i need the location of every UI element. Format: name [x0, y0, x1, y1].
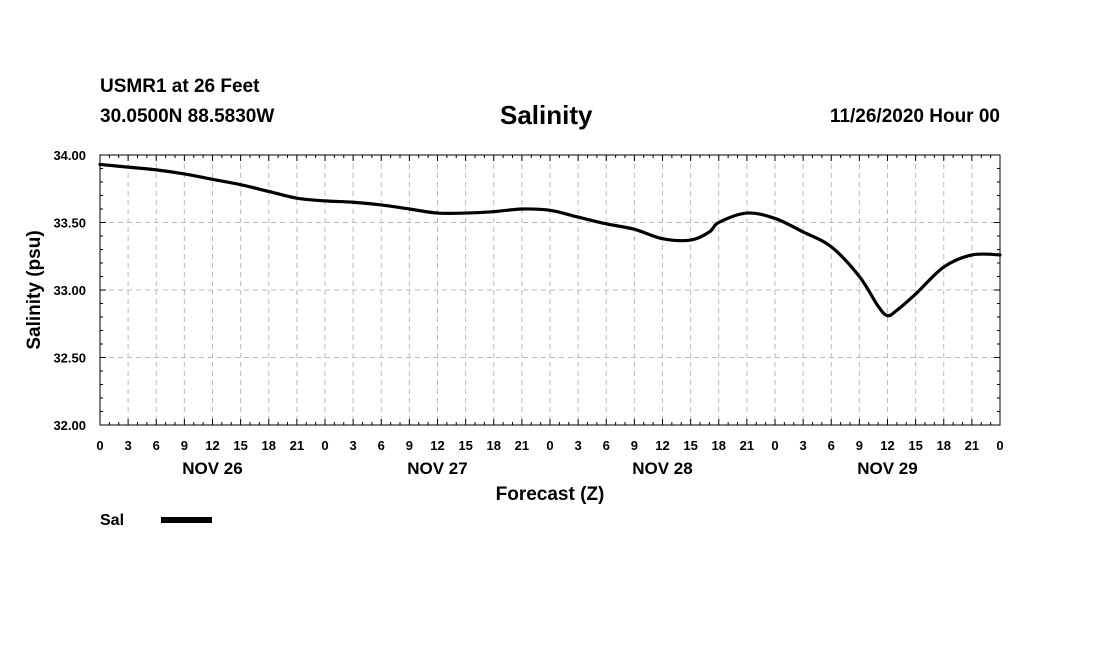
run-time-label: 11/26/2020 Hour 00 — [829, 106, 1000, 127]
y-tick-label: 32.00 — [53, 418, 86, 433]
x-tick-label: 12 — [430, 438, 444, 453]
x-tick-label: 21 — [740, 438, 754, 453]
x-tick-label: 0 — [321, 438, 328, 453]
day-label: NOV 29 — [857, 459, 917, 478]
legend-label: Sal — [100, 512, 124, 529]
day-label: NOV 26 — [182, 459, 242, 478]
x-tick-label: 18 — [712, 438, 726, 453]
x-tick-label: 15 — [233, 438, 247, 453]
y-tick-label: 33.50 — [53, 216, 86, 231]
x-tick-label: 18 — [937, 438, 951, 453]
y-tick-label: 34.00 — [53, 148, 86, 163]
x-tick-label: 9 — [631, 438, 638, 453]
x-tick-label: 0 — [996, 438, 1003, 453]
x-tick-label: 3 — [350, 438, 357, 453]
x-tick-label: 6 — [603, 438, 610, 453]
x-tick-label: 9 — [406, 438, 413, 453]
x-tick-label: 3 — [575, 438, 582, 453]
x-tick-label: 12 — [880, 438, 894, 453]
x-tick-label: 9 — [181, 438, 188, 453]
x-tick-label: 15 — [683, 438, 697, 453]
x-tick-label: 0 — [96, 438, 103, 453]
x-tick-label: 12 — [655, 438, 669, 453]
plot-frame — [99, 154, 1001, 426]
x-tick-label: 12 — [205, 438, 219, 453]
grid-lines — [100, 155, 1000, 425]
x-tick-label: 3 — [125, 438, 132, 453]
x-tick-labels: 0 3 6 9 12 15 18 21 0 3 6 9 12 15 18 21 0 3 6 9 12 15 18 21 0 3 6 9… — [96, 438, 1003, 453]
x-tick-label: 3 — [800, 438, 807, 453]
x-tick-label: 9 — [856, 438, 863, 453]
x-tick-label: 18 — [262, 438, 276, 453]
coordinates-label: 30.0500N 88.5830W — [100, 106, 275, 127]
x-tick-label: 21 — [290, 438, 304, 453]
day-labels: NOV 26 NOV 27 NOV 28 NOV 29 — [182, 459, 917, 478]
x-tick-label: 6 — [153, 438, 160, 453]
x-tick-label: 0 — [771, 438, 778, 453]
chart-title: Salinity — [500, 100, 593, 130]
series-line-sal — [98, 162, 1002, 318]
station-label: USMR1 at 26 Feet — [100, 76, 260, 97]
day-label: NOV 28 — [632, 459, 692, 478]
x-tick-label: 15 — [908, 438, 922, 453]
y-tick-labels: 32.00 32.50 33.00 33.50 34.00 — [53, 148, 86, 433]
y-tick-label: 33.00 — [53, 283, 86, 298]
x-tick-label: 18 — [487, 438, 501, 453]
x-tick-label: 21 — [515, 438, 529, 453]
y-tick-label: 32.50 — [53, 351, 86, 366]
x-axis-title: Forecast (Z) — [496, 484, 605, 505]
x-tick-label: 6 — [378, 438, 385, 453]
x-tick-label: 21 — [965, 438, 979, 453]
x-tick-label: 0 — [546, 438, 553, 453]
y-axis-title: Salinity (psu) — [24, 230, 45, 349]
x-tick-label: 6 — [828, 438, 835, 453]
day-label: NOV 27 — [407, 459, 467, 478]
x-tick-label: 15 — [458, 438, 472, 453]
